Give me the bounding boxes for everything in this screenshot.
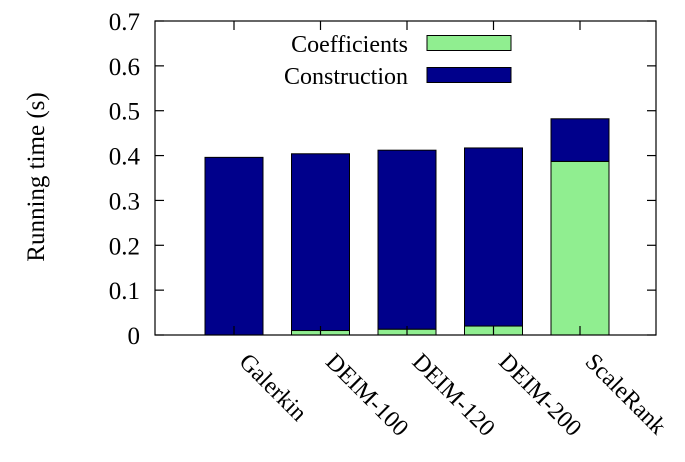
bar-construction-deim-200	[464, 147, 523, 327]
legend-swatch-coefficients	[426, 35, 512, 51]
legend-label-coefficients: Coefficients	[291, 32, 408, 58]
y-tick-label: 0	[128, 323, 141, 350]
x-tick-label: Galerkin	[234, 349, 312, 427]
x-tick-label: ScaleRank	[580, 349, 671, 440]
legend-label-construction: Construction	[284, 64, 408, 90]
y-tick-label: 0.6	[109, 54, 140, 81]
plot-frame	[154, 20, 657, 336]
y-tick-label: 0.7	[109, 9, 140, 36]
bar-coefficients-scalerank	[550, 160, 610, 336]
bar-construction-scalerank	[550, 118, 610, 162]
y-tick-label: 0.3	[109, 188, 140, 215]
bar-construction-deim-120	[377, 149, 437, 330]
y-axis-label: Running time (s)	[23, 92, 50, 261]
x-tick-label: DEIM-120	[407, 349, 500, 442]
x-tick-label: DEIM-100	[320, 349, 413, 442]
y-tick-label: 0.4	[109, 144, 141, 171]
bar-construction-galerkin	[204, 156, 264, 336]
legend: Coefficients Construction	[284, 32, 512, 90]
bar-construction-deim-100	[291, 153, 350, 332]
legend-swatch-construction	[426, 67, 512, 83]
y-tick-label: 0.5	[109, 99, 140, 126]
x-tick-label: DEIM-200	[493, 349, 586, 442]
y-tick-label: 0.1	[109, 278, 140, 305]
bars-layer	[204, 118, 610, 336]
y-tick-label: 0.2	[109, 233, 140, 260]
